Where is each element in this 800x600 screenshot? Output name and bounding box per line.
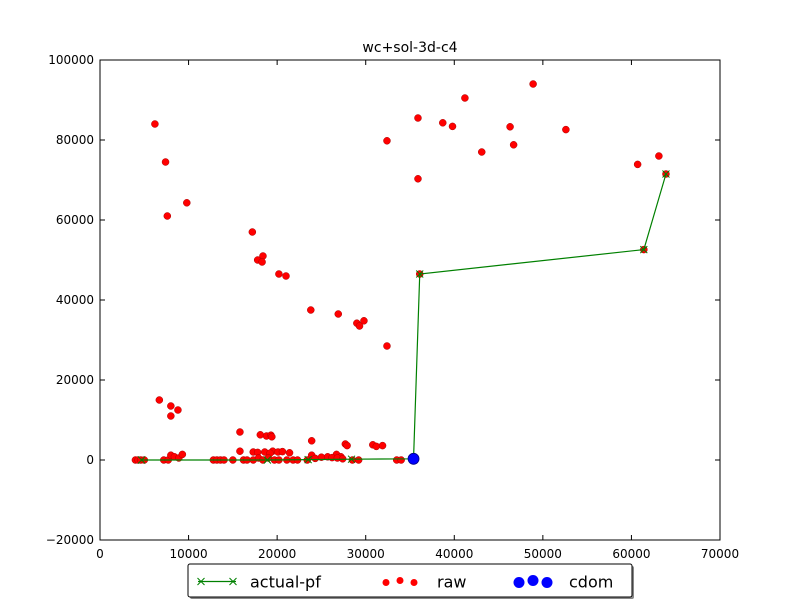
x-tick-label: 70000 [701,547,739,561]
y-tick-label: 80000 [56,133,94,147]
x-tick-label: 10000 [169,547,207,561]
raw-point [461,94,469,102]
raw-point [236,447,244,455]
raw-point [506,123,514,131]
y-tick-label: 40000 [56,293,94,307]
plot-area: 0 10000 20000 30000 40000 50000 60000 70000 −200… [46,53,739,561]
actual-pf-marker [415,270,424,278]
raw-point [562,125,570,134]
raw-point [509,141,518,149]
raw-point [334,310,343,318]
legend-label-cdom: cdom [569,573,613,592]
raw-point [163,212,172,220]
legend-cdom-marker [541,577,553,588]
x-tick-label: 60000 [612,547,650,561]
y-tick-label: 0 [86,453,94,467]
raw-point [178,450,187,459]
raw-point [633,160,642,169]
raw-point [248,228,257,236]
raw-point [285,449,294,457]
legend-box [187,563,633,598]
raw-point [655,152,663,160]
raw-point [354,456,363,464]
raw-point [355,322,364,330]
legend-actual-pf-marker [197,577,205,586]
raw-point [256,431,265,439]
actual-pf-marker [662,170,670,178]
x-tick-label: 30000 [347,547,385,561]
raw-point [236,428,244,436]
actual-pf-marker [304,455,312,464]
legend-cdom-marker [527,575,539,586]
x-tick-label: 40000 [435,547,473,561]
actual-pf-line [141,173,667,461]
legend: actual-pf raw cdom [187,563,634,599]
raw-point [151,120,159,128]
raw-point [360,317,368,325]
raw-point [311,454,319,463]
axes-frame [99,59,721,541]
y-tick-label: 60000 [56,213,94,227]
actual-pf-marker [137,456,146,464]
raw-point [307,437,316,445]
raw-point [372,442,381,451]
actual-pf-marker [263,456,272,464]
y-tick-label: 100000 [48,53,94,67]
chart-title: wc+sol-3d-c4 [362,40,457,56]
legend-raw-marker [382,579,390,586]
raw-point [439,119,447,127]
raw-point [167,402,175,410]
raw-point [275,270,283,278]
raw-point [268,433,276,441]
raw-point [258,258,266,266]
raw-point [343,441,351,450]
raw-point [529,80,537,88]
raw-point [397,456,405,464]
raw-point [383,342,391,350]
raw-point [307,306,315,314]
legend-cdom-marker [513,577,525,588]
legend-label-actual-pf: actual-pf [250,573,321,592]
x-tick-label: 0 [96,547,104,561]
actual-pf-marker [639,245,648,254]
cdom-point [407,452,420,465]
x-tick-label: 50000 [524,547,562,561]
x-tick-label: 20000 [258,547,296,561]
raw-point [477,148,486,156]
legend-label-raw: raw [437,573,466,592]
raw-point [378,441,387,450]
raw-point [278,447,287,456]
raw-point [161,158,170,166]
actual-pf-marker [347,455,356,464]
y-tick-label: −20000 [46,533,94,547]
raw-point [167,412,175,420]
raw-point [282,272,290,280]
legend-raw-marker [410,579,418,586]
raw-point [383,137,391,145]
raw-point [414,114,422,122]
raw-point [183,199,191,207]
raw-point [155,396,164,404]
raw-point [174,406,182,414]
y-tick-label: 20000 [56,373,94,387]
legend-actual-pf-marker [229,577,237,586]
raw-point [414,175,422,183]
legend-raw-marker [396,577,404,584]
raw-point [448,122,457,131]
